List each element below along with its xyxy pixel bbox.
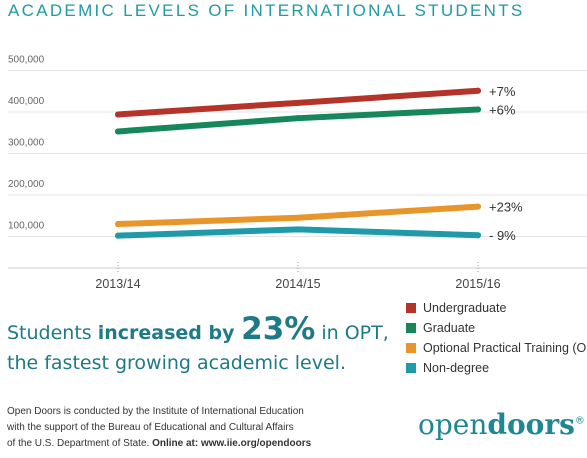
data-point [475, 106, 481, 113]
data-point [115, 111, 121, 118]
legend-swatch [406, 343, 416, 353]
x-tick-label: 2015/16 [455, 277, 500, 291]
data-point [475, 87, 481, 94]
legend-item-graduate: Graduate [406, 318, 587, 338]
legend-swatch [406, 323, 416, 333]
callout-emphasis: increased by [97, 322, 242, 344]
legend-label: Optional Practical Training (OPT) [423, 341, 587, 355]
legend-label: Non-degree [423, 361, 490, 375]
footer-credits: Open Doors is conducted by the Institute… [7, 404, 337, 452]
data-point [115, 232, 121, 239]
callout-line-2: the fastest growing academic level. [7, 352, 346, 374]
legend-swatch [406, 303, 416, 313]
line-chart: 500,000 400,000 300,000 200,000 100,000 2013/… [8, 55, 587, 291]
footer-line: of the U.S. Department of State. Online … [7, 436, 337, 452]
legend-label: Undergraduate [423, 301, 507, 315]
data-point [295, 226, 301, 233]
change-label: +23% [489, 200, 523, 215]
callout-line-1: Students increased by 23% in OPT, [7, 314, 397, 348]
data-point [475, 203, 481, 210]
change-label: - 9% [489, 228, 516, 243]
legend-swatch [406, 363, 416, 373]
legend-label: Graduate [423, 321, 476, 335]
logo-text-open: open [418, 408, 488, 441]
data-point [115, 128, 121, 135]
y-tick-label: 100,000 [8, 221, 45, 232]
callout-text: in OPT, [315, 322, 389, 344]
footer-line: with the support of the Bureau of Educat… [7, 422, 294, 433]
callout-text: Students [7, 322, 98, 344]
footer-link-text: Online at: www.iie.org/opendoors [152, 438, 312, 449]
y-tick-label: 400,000 [8, 96, 45, 107]
opt-callout: Students increased by 23% in OPT, the fa… [7, 314, 397, 378]
footer-line: Open Doors is conducted by the Institute… [7, 406, 304, 417]
data-point [115, 221, 121, 228]
data-point [295, 99, 301, 106]
data-point [475, 232, 481, 239]
y-tick-label: 500,000 [8, 55, 45, 66]
legend-item-non-degree: Non-degree [406, 358, 587, 378]
x-tick-label: 2013/14 [95, 277, 140, 291]
legend-item-undergraduate: Undergraduate [406, 298, 587, 318]
y-tick-label: 300,000 [8, 138, 45, 149]
footer-text: of the U.S. Department of State. [7, 438, 153, 449]
legend: Undergraduate Graduate Optional Practica… [406, 298, 587, 378]
legend-item-opt: Optional Practical Training (OPT) [406, 338, 587, 358]
change-label: +7% [489, 84, 516, 99]
data-point [295, 115, 301, 122]
x-tick-label: 2014/15 [275, 277, 320, 291]
change-label: +6% [489, 102, 516, 117]
data-point [295, 214, 301, 221]
callout-percent: 23% [241, 311, 316, 347]
registered-mark: ® [574, 415, 585, 427]
y-tick-label: 200,000 [8, 179, 45, 190]
opendoors-logo: opendoors® [418, 408, 585, 441]
logo-text-doors: doors [487, 408, 575, 441]
chart-title: ACADEMIC LEVELS OF INTERNATIONAL STUDENT… [8, 1, 525, 20]
